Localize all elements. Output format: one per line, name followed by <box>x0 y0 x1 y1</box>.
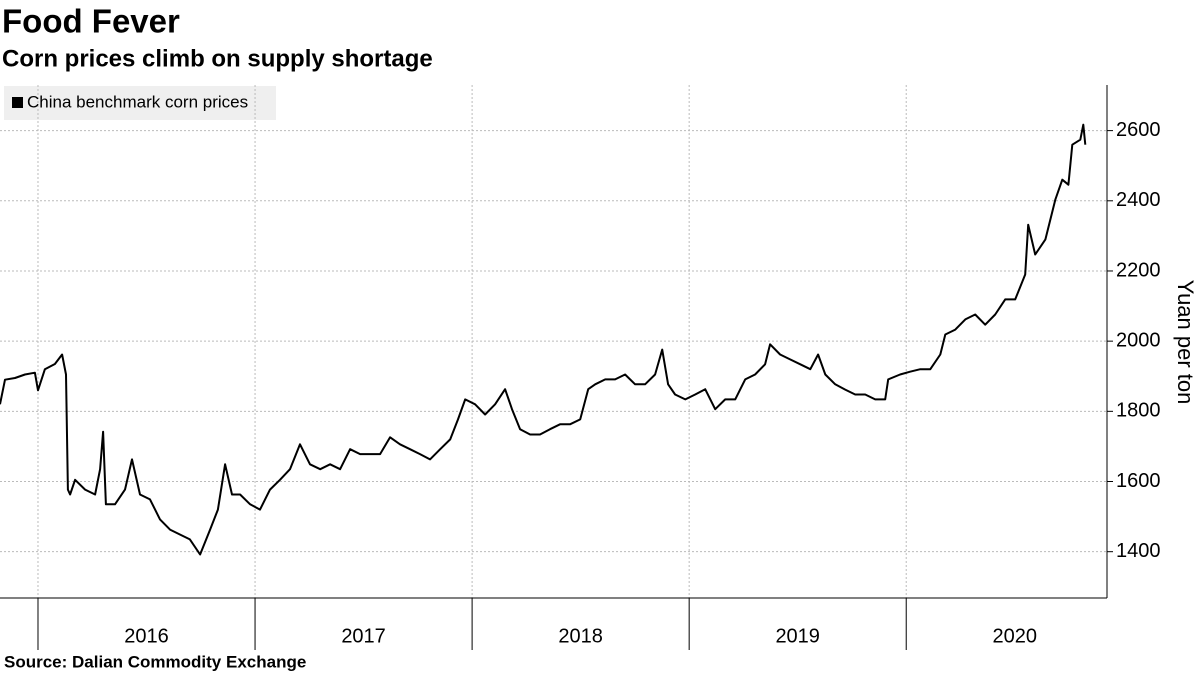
y-tick-label: 1600 <box>1116 470 1161 492</box>
source: Source: Dalian Commodity Exchange <box>4 652 306 671</box>
y-tick-label: 2400 <box>1116 189 1161 211</box>
legend-box <box>4 86 276 120</box>
x-tick-label: 2018 <box>558 625 603 647</box>
x-tick-label: 2017 <box>341 625 386 647</box>
legend-label: China benchmark corn prices <box>27 92 248 111</box>
chart-title: Food Fever <box>2 3 180 40</box>
y-tick-label: 1800 <box>1116 400 1161 422</box>
x-tick-label: 2016 <box>124 625 169 647</box>
x-tick-label: 2020 <box>993 625 1038 647</box>
y-tick-label: 2600 <box>1116 119 1161 141</box>
chart-subtitle: Corn prices climb on supply shortage <box>2 45 433 72</box>
y-tick-label: 2000 <box>1116 329 1161 351</box>
price-line <box>0 123 1087 556</box>
x-tick-label: 2019 <box>775 625 820 647</box>
y-tick-label: 1400 <box>1116 540 1161 562</box>
y-axis-label: Yuan per ton <box>1173 280 1198 405</box>
y-tick-label: 2200 <box>1116 259 1161 281</box>
legend-swatch <box>12 97 23 108</box>
